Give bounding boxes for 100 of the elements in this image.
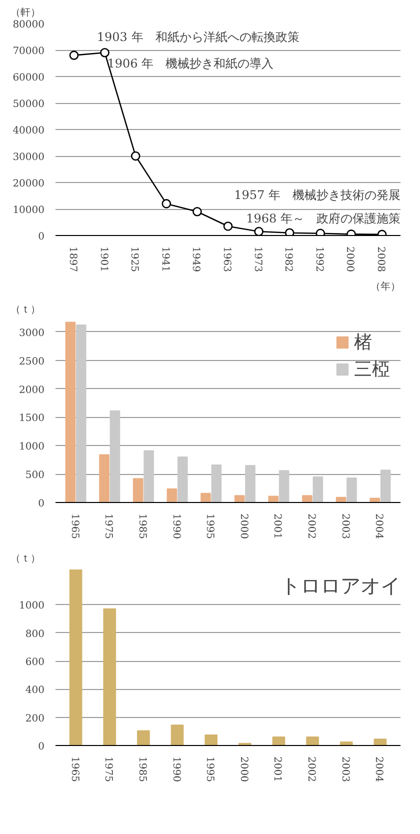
y-tick-label: 200 [25, 713, 45, 724]
y-tick-label: 60000 [12, 72, 44, 84]
x-tick-label: 2000 [238, 514, 249, 539]
bar [278, 470, 290, 502]
y-tick-label: 1000 [19, 442, 45, 453]
y-tick-label: 0 [38, 498, 45, 510]
bar [144, 450, 154, 502]
x-tick-label: 2008 [375, 246, 386, 272]
x-tick-label: 1975 [102, 514, 114, 539]
bar [346, 478, 357, 502]
y-axis-title: （ｔ） [10, 554, 40, 564]
x-tick-label: 2000 [238, 756, 249, 782]
bar [374, 738, 387, 746]
x-tick-label: 2002 [306, 514, 317, 539]
y-tick-label: 500 [25, 470, 45, 482]
point [162, 199, 172, 208]
chart-title: トロロアオイ [280, 574, 400, 598]
x-tick-label: 1985 [136, 514, 148, 539]
bar [380, 470, 391, 502]
bar [110, 410, 120, 502]
y-tick-label: 50000 [12, 99, 44, 110]
bar [272, 736, 286, 746]
bar [166, 488, 178, 502]
bar [170, 724, 184, 746]
x-tick-label: 1990 [170, 756, 182, 782]
x-tick-label: 1965 [68, 756, 80, 782]
x-tick-label: 1995 [204, 514, 216, 539]
bar [306, 736, 319, 746]
y-tick-label: 30000 [12, 152, 44, 163]
bar [204, 734, 218, 746]
point [223, 222, 233, 231]
annotation: 1968 年～ 政府の保護施策 [246, 212, 401, 226]
bar [268, 496, 279, 502]
y-tick-label: 10000 [12, 205, 44, 216]
bar [200, 492, 211, 502]
y-tick-label: 3000 [19, 328, 45, 339]
y-tick-label: 40000 [12, 126, 44, 136]
bar [177, 456, 188, 502]
point [316, 228, 326, 236]
y-axis-title: （軒） [10, 8, 40, 18]
bar [132, 478, 144, 502]
annotation: 1906 年 機械抄き和紙の導入 [107, 56, 274, 70]
bar [65, 322, 76, 502]
x-tick-label: 2003 [339, 514, 350, 539]
x-tick-label: 2000 [344, 246, 356, 272]
x-tick-label: 1925 [128, 246, 140, 272]
bar [211, 464, 222, 502]
x-tick-label: 2001 [272, 514, 283, 539]
x-tick-label: 1990 [170, 514, 182, 539]
annotation: 1957 年 機械抄き技術の発展 [234, 188, 401, 202]
x-tick-label: 1901 [98, 246, 109, 272]
point [192, 207, 202, 216]
x-axis-title: （年） [370, 280, 400, 292]
y-tick-label: 70000 [12, 46, 44, 57]
y-tick-label: 1000 [19, 600, 45, 612]
y-tick-label: 1500 [19, 413, 45, 424]
point [284, 228, 294, 236]
y-tick-label: 80000 [12, 20, 44, 30]
point [254, 226, 264, 236]
y-tick-label: 800 [25, 628, 45, 640]
y-tick-label: 400 [25, 685, 45, 696]
y-tick-label: 20000 [12, 178, 44, 190]
point [69, 50, 79, 60]
legend-label: 三椏 [354, 358, 390, 381]
x-tick-label: 1992 [313, 246, 324, 272]
x-tick-label: 2001 [272, 756, 283, 782]
bar [76, 324, 86, 502]
bar [370, 498, 380, 502]
x-tick-label: 2004 [373, 514, 384, 539]
x-tick-label: 1965 [68, 514, 80, 539]
y-tick-label: 600 [25, 657, 45, 668]
x-tick-label: 1963 [221, 246, 232, 272]
bar [103, 608, 116, 746]
x-tick-label: 2003 [339, 756, 350, 782]
bar [245, 465, 256, 502]
x-tick-label: 1941 [159, 246, 170, 272]
x-tick-label: 2002 [306, 756, 317, 782]
x-tick-label: 1949 [190, 246, 202, 272]
bar [69, 570, 82, 746]
bar [137, 730, 150, 746]
bar [234, 495, 245, 502]
point [130, 151, 140, 161]
bar [312, 476, 324, 502]
x-tick-label: 1982 [282, 246, 294, 272]
x-tick-label: 2004 [373, 756, 384, 782]
legend-label: 楮 [354, 331, 373, 354]
y-tick-label: 2500 [19, 356, 45, 368]
point [100, 48, 110, 58]
y-tick-label: 0 [38, 742, 45, 752]
y-tick-label: 0 [38, 232, 45, 242]
y-tick-label: 2000 [19, 384, 45, 396]
x-tick-label: 1897 [66, 246, 78, 272]
x-tick-label: 1985 [136, 756, 148, 782]
x-tick-label: 1975 [102, 756, 114, 782]
bar [302, 495, 312, 502]
x-tick-label: 1995 [204, 756, 216, 782]
x-tick-label: 1973 [252, 246, 263, 272]
y-axis-title: （ｔ） [10, 304, 40, 316]
annotation: 1903 年 和紙から洋紙への転換政策 [96, 30, 300, 44]
bar [99, 454, 110, 502]
